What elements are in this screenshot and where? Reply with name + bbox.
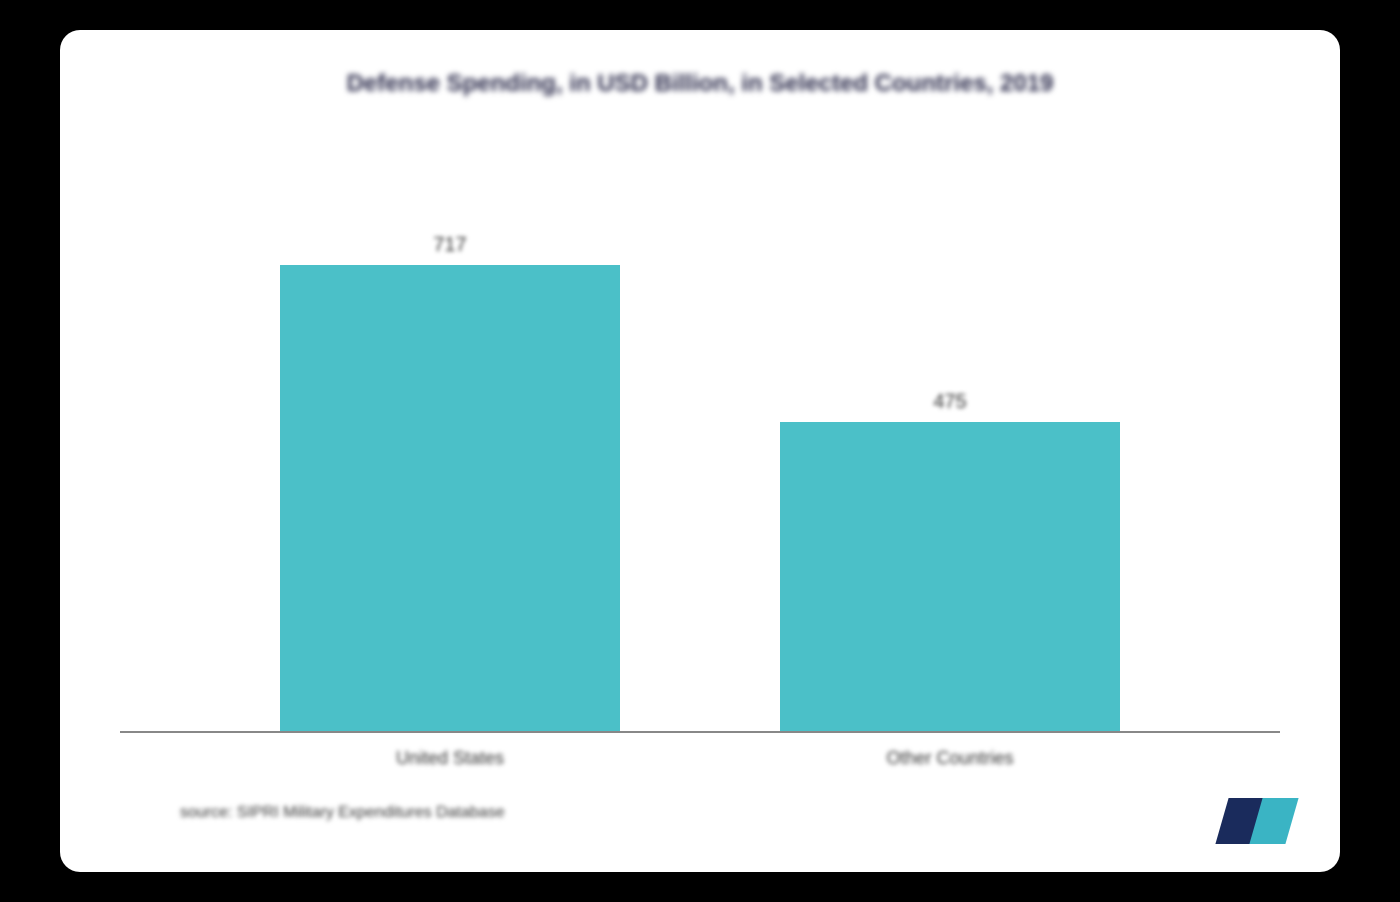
bar-value-1: 475 bbox=[933, 391, 966, 414]
bar-0 bbox=[280, 265, 620, 731]
plot-area: 717 475 bbox=[120, 128, 1280, 733]
bar-group-1: 475 bbox=[780, 391, 1120, 731]
bar-group-0: 717 bbox=[280, 234, 620, 731]
bar-value-0: 717 bbox=[433, 234, 466, 257]
bar-1 bbox=[780, 422, 1120, 731]
chart-container: Defense Spending, in USD Billion, in Sel… bbox=[60, 30, 1340, 872]
x-axis-labels: United States Other Countries bbox=[120, 733, 1280, 769]
source-text: source: SIPRI Military Expenditures Data… bbox=[120, 804, 1280, 822]
chart-title: Defense Spending, in USD Billion, in Sel… bbox=[120, 70, 1280, 98]
x-label-1: Other Countries bbox=[780, 748, 1120, 769]
brand-logo bbox=[1222, 798, 1292, 844]
x-label-0: United States bbox=[280, 748, 620, 769]
